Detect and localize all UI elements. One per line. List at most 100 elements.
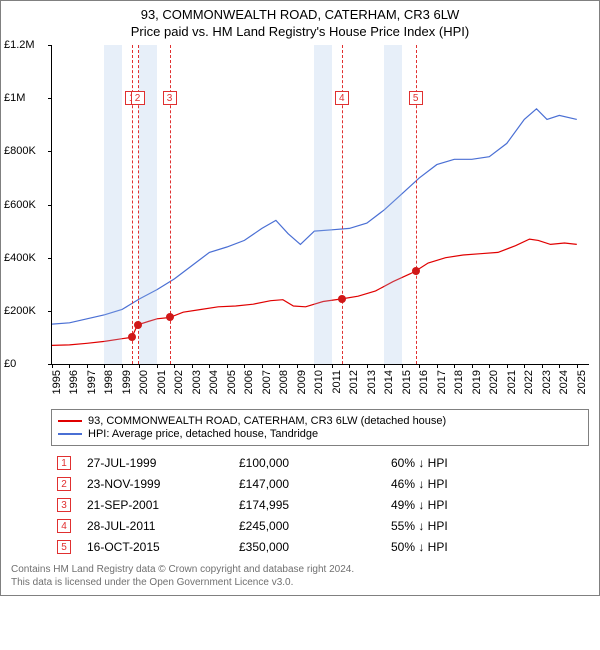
- sale-price: £100,000: [233, 452, 385, 473]
- title-address: 93, COMMONWEALTH ROAD, CATERHAM, CR3 6LW: [5, 7, 595, 22]
- x-tick: [104, 364, 105, 368]
- x-axis-label: 1996: [68, 370, 70, 394]
- x-tick: [87, 364, 88, 368]
- x-tick: [314, 364, 315, 368]
- x-tick: [192, 364, 193, 368]
- table-row: 428-JUL-2011£245,00055% ↓ HPI: [51, 515, 589, 536]
- sale-point: [412, 267, 420, 275]
- x-axis-label: 2005: [226, 370, 228, 394]
- x-tick: [402, 364, 403, 368]
- x-axis-label: 2023: [541, 370, 543, 394]
- sale-point: [338, 295, 346, 303]
- x-tick: [157, 364, 158, 368]
- x-axis-label: 2002: [173, 370, 175, 394]
- x-tick: [174, 364, 175, 368]
- footer-line2: This data is licensed under the Open Gov…: [11, 576, 589, 589]
- x-axis-label: 2009: [296, 370, 298, 394]
- y-axis-label: £0: [4, 358, 16, 370]
- sale-delta: 50% ↓ HPI: [385, 536, 589, 557]
- sale-date: 21-SEP-2001: [81, 494, 233, 515]
- y-axis-label: £1.2M: [4, 39, 35, 51]
- x-axis-label: 2011: [331, 370, 333, 394]
- x-tick: [227, 364, 228, 368]
- x-axis-label: 2021: [506, 370, 508, 394]
- sale-price: £350,000: [233, 536, 385, 557]
- legend-swatch-red: [58, 420, 82, 422]
- x-axis-label: 2007: [261, 370, 263, 394]
- highlight-band: [384, 45, 401, 364]
- y-tick: [48, 45, 52, 46]
- x-tick: [52, 364, 53, 368]
- sale-date: 28-JUL-2011: [81, 515, 233, 536]
- sale-marker: 2: [131, 91, 145, 105]
- x-axis-label: 2008: [278, 370, 280, 394]
- y-tick: [48, 98, 52, 99]
- sale-price: £147,000: [233, 473, 385, 494]
- highlight-band: [104, 45, 121, 364]
- x-tick: [524, 364, 525, 368]
- legend: 93, COMMONWEALTH ROAD, CATERHAM, CR3 6LW…: [51, 409, 589, 446]
- x-axis-label: 1999: [121, 370, 123, 394]
- y-tick: [48, 311, 52, 312]
- x-tick: [454, 364, 455, 368]
- sales-table: 127-JUL-1999£100,00060% ↓ HPI223-NOV-199…: [51, 452, 589, 557]
- sale-delta: 46% ↓ HPI: [385, 473, 589, 494]
- x-tick: [244, 364, 245, 368]
- x-axis-label: 2018: [453, 370, 455, 394]
- sale-date: 27-JUL-1999: [81, 452, 233, 473]
- table-row: 516-OCT-2015£350,00050% ↓ HPI: [51, 536, 589, 557]
- footer: Contains HM Land Registry data © Crown c…: [11, 563, 589, 589]
- legend-label-red: 93, COMMONWEALTH ROAD, CATERHAM, CR3 6LW…: [88, 415, 446, 427]
- footer-line1: Contains HM Land Registry data © Crown c…: [11, 563, 589, 576]
- sale-index-box: 3: [57, 498, 71, 512]
- x-axis-label: 2016: [418, 370, 420, 394]
- x-axis-label: 2000: [138, 370, 140, 394]
- x-axis-label: 2024: [558, 370, 560, 394]
- x-axis-label: 2022: [523, 370, 525, 394]
- x-axis-label: 2013: [366, 370, 368, 394]
- y-axis-label: £200K: [4, 305, 36, 317]
- x-axis-label: 2015: [401, 370, 403, 394]
- sale-price: £174,995: [233, 494, 385, 515]
- x-axis-label: 2012: [348, 370, 350, 394]
- x-axis-label: 2020: [488, 370, 490, 394]
- sale-marker: 4: [335, 91, 349, 105]
- x-tick: [349, 364, 350, 368]
- x-tick: [332, 364, 333, 368]
- legend-row-blue: HPI: Average price, detached house, Tand…: [58, 428, 582, 440]
- sale-index-box: 2: [57, 477, 71, 491]
- sale-date: 23-NOV-1999: [81, 473, 233, 494]
- y-axis-label: £1M: [4, 92, 25, 104]
- sale-index-box: 1: [57, 456, 71, 470]
- x-tick: [419, 364, 420, 368]
- y-axis-label: £600K: [4, 199, 36, 211]
- table-row: 2 23-NOV-1999£147,00046% ↓ HPI: [51, 473, 589, 494]
- chart-titles: 93, COMMONWEALTH ROAD, CATERHAM, CR3 6LW…: [1, 1, 599, 41]
- sale-marker: 5: [409, 91, 423, 105]
- x-tick: [69, 364, 70, 368]
- x-tick: [437, 364, 438, 368]
- sale-delta: 55% ↓ HPI: [385, 515, 589, 536]
- chart-container: 93, COMMONWEALTH ROAD, CATERHAM, CR3 6LW…: [0, 0, 600, 596]
- table-row: 127-JUL-1999£100,00060% ↓ HPI: [51, 452, 589, 473]
- x-axis-label: 2001: [156, 370, 158, 394]
- x-tick: [472, 364, 473, 368]
- x-axis-label: 2003: [191, 370, 193, 394]
- sale-point: [134, 321, 142, 329]
- x-tick: [559, 364, 560, 368]
- sale-index-box: 5: [57, 540, 71, 554]
- x-tick: [279, 364, 280, 368]
- x-tick: [367, 364, 368, 368]
- y-tick: [48, 151, 52, 152]
- x-axis-label: 1998: [103, 370, 105, 394]
- legend-label-blue: HPI: Average price, detached house, Tand…: [88, 428, 318, 440]
- plot-area: £0£200K£400K£600K£800K£1M£1.2M1995199619…: [51, 45, 589, 405]
- legend-row-red: 93, COMMONWEALTH ROAD, CATERHAM, CR3 6LW…: [58, 415, 582, 427]
- x-tick: [507, 364, 508, 368]
- plot-inner: £0£200K£400K£600K£800K£1M£1.2M1995199619…: [51, 45, 589, 365]
- x-axis-label: 2025: [576, 370, 578, 394]
- x-tick: [297, 364, 298, 368]
- x-axis-label: 1997: [86, 370, 88, 394]
- x-tick: [262, 364, 263, 368]
- sale-index-box: 4: [57, 519, 71, 533]
